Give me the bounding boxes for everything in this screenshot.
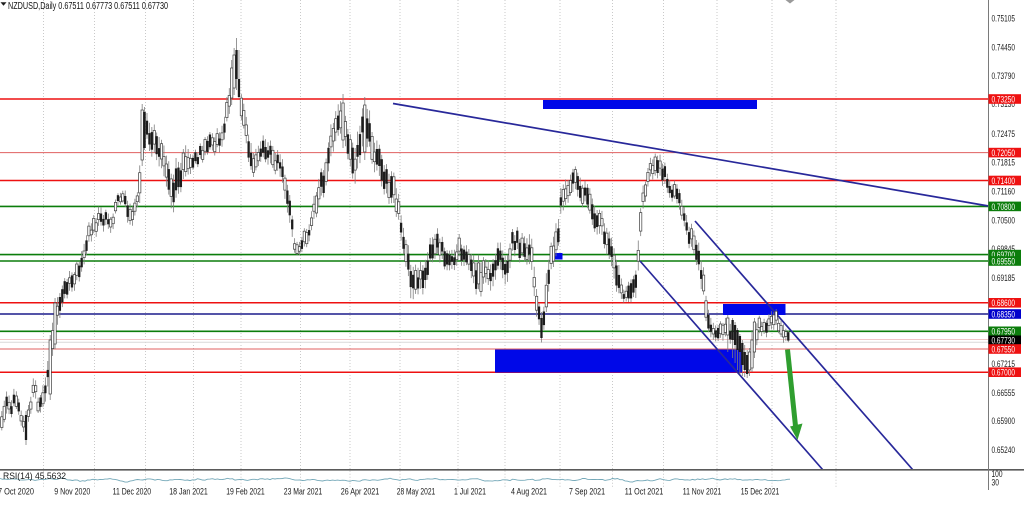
svg-text:23 Mar 2021: 23 Mar 2021 — [284, 487, 323, 498]
svg-text:0.68350: 0.68350 — [992, 309, 1016, 320]
svg-text:0.69550: 0.69550 — [992, 256, 1016, 267]
svg-text:0.71400: 0.71400 — [992, 176, 1016, 187]
svg-text:RSI(14) 45.5632: RSI(14) 45.5632 — [3, 471, 66, 482]
svg-text:18 Jan 2021: 18 Jan 2021 — [169, 487, 208, 498]
svg-text:0.69700: 0.69700 — [992, 250, 1016, 261]
svg-text:19 Feb 2021: 19 Feb 2021 — [226, 487, 265, 498]
svg-text:9 Nov 2020: 9 Nov 2020 — [54, 487, 90, 498]
svg-text:0.73250: 0.73250 — [992, 94, 1016, 105]
svg-text:4 Aug 2021: 4 Aug 2021 — [511, 487, 547, 498]
svg-text:11 Oct 2021: 11 Oct 2021 — [625, 487, 664, 498]
svg-text:0.67950: 0.67950 — [992, 327, 1016, 338]
svg-text:0.73790: 0.73790 — [992, 71, 1016, 82]
svg-text:100: 100 — [992, 469, 1003, 480]
svg-text:0.67730: 0.67730 — [992, 336, 1016, 347]
svg-text:NZDUSD,Daily 0.67511 0.67773: NZDUSD,Daily 0.67511 0.67773 0.67511 0.6… — [8, 1, 168, 12]
svg-text:0.68600: 0.68600 — [992, 298, 1016, 309]
svg-text:7 Oct 2020: 7 Oct 2020 — [0, 487, 34, 498]
svg-text:0.72475: 0.72475 — [992, 129, 1016, 140]
svg-text:0.73130: 0.73130 — [992, 99, 1016, 110]
svg-text:0.66555: 0.66555 — [992, 388, 1016, 399]
svg-text:0.67550: 0.67550 — [992, 344, 1016, 355]
svg-text:7 Sep 2021: 7 Sep 2021 — [569, 487, 605, 498]
svg-text:0.67000: 0.67000 — [992, 368, 1016, 379]
svg-text:0.71160: 0.71160 — [992, 186, 1016, 197]
svg-text:0.75105: 0.75105 — [992, 14, 1016, 25]
svg-text:28 May 2021: 28 May 2021 — [397, 487, 436, 498]
svg-text:0.72050: 0.72050 — [992, 148, 1016, 159]
svg-text:1 Jul 2021: 1 Jul 2021 — [454, 487, 486, 498]
svg-text:0.65240: 0.65240 — [992, 445, 1016, 456]
svg-text:0.74450: 0.74450 — [992, 42, 1016, 53]
svg-text:0.65900: 0.65900 — [992, 416, 1016, 427]
svg-text:11 Nov 2021: 11 Nov 2021 — [683, 487, 722, 498]
svg-text:0.69185: 0.69185 — [992, 273, 1016, 284]
svg-text:0.70500: 0.70500 — [992, 215, 1016, 226]
svg-text:0.69845: 0.69845 — [992, 244, 1016, 255]
svg-text:15 Dec 2021: 15 Dec 2021 — [741, 487, 780, 498]
svg-text:0.67215: 0.67215 — [992, 359, 1016, 370]
svg-text:26 Apr 2021: 26 Apr 2021 — [341, 487, 380, 498]
svg-text:11 Dec 2020: 11 Dec 2020 — [113, 487, 152, 498]
svg-text:30: 30 — [992, 478, 1000, 489]
svg-text:0.70800: 0.70800 — [992, 202, 1016, 213]
svg-text:0.71815: 0.71815 — [992, 158, 1016, 169]
